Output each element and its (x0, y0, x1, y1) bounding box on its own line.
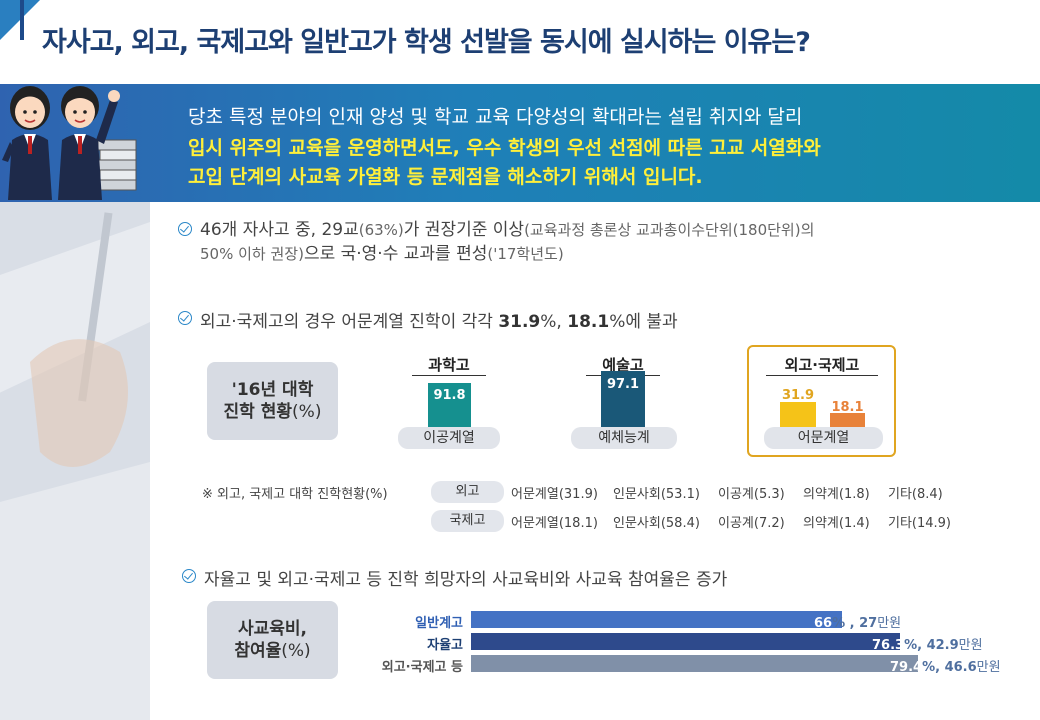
bullet1-text2: (63%) (358, 221, 404, 239)
mini-value-science: 91.8 (433, 388, 466, 403)
students-illustration (2, 86, 137, 200)
note-cell: 인문사회(53.1) (613, 487, 700, 502)
mini-value-arts: 97.1 (606, 377, 640, 392)
title-accent (20, 0, 24, 40)
note-row-type-foreign: 외고 (431, 481, 504, 503)
private-label-unit: (%) (281, 641, 311, 661)
bar-category-label: 일반계고 (415, 616, 463, 631)
mini-category-science: 이공계열 (398, 427, 500, 449)
mini-bar-foreign-lang (780, 402, 816, 428)
note-label: ※ 외고, 국제고 대학 진학현황(%) (202, 487, 388, 502)
bullet1-text6: 으로 국·영·수 교과를 편성 (303, 244, 488, 264)
note-cell: 의약계(1.8) (803, 487, 870, 502)
note-cell: 기타(14.9) (888, 516, 952, 531)
check-circle-icon (178, 311, 192, 325)
note-cell: 기타(8.4) (888, 487, 943, 502)
bullet1-text4: (교육과정 총론상 교과총이수단위(180단위)의 (524, 221, 815, 239)
mini-bar-arts (601, 371, 645, 428)
note-cell: 이공계(7.2) (718, 516, 785, 531)
admission-label-line2: 진학 현황 (223, 402, 293, 422)
note-row-type-international: 국제고 (431, 510, 504, 532)
mini-category-foreign: 어문계열 (764, 427, 883, 449)
bullet-3: 자율고 및 외고·국제고 등 진학 희망자의 사교육비와 사교육 참여율은 증가 (182, 565, 727, 590)
bar-value-label: 66% , 27만원 (814, 616, 902, 631)
banner-line-1: 당초 특정 분야의 인재 양성 및 학교 교육 다양성의 확대라는 설립 취지와… (188, 106, 803, 128)
note-cell: 의약계(1.4) (803, 516, 870, 531)
admission-label-unit: (%) (292, 402, 322, 422)
mini-bar-science (428, 383, 471, 428)
bullet2-text2: %, (540, 312, 568, 332)
private-label-line2: 참여율 (234, 641, 282, 661)
admission-label-line1: '16년 대학 (231, 379, 314, 400)
note-cell: 이공계(5.3) (718, 487, 785, 502)
bullet-2: 외고·국제고의 경우 어문계열 진학이 각각 31.9%, 18.1%에 불과 (178, 307, 678, 332)
bullet2-text1: 외고·국제고의 경우 어문계열 진학이 각각 (200, 312, 499, 332)
mini-category-arts: 예체능계 (571, 427, 677, 449)
private-label-line1: 사교육비, (237, 618, 308, 639)
bullet1-text7: ('17학년도) (487, 245, 564, 263)
bullet2-value2: 18.1 (567, 312, 610, 332)
note-cell: 인문사회(58.4) (613, 516, 700, 531)
pencil-hand-image (0, 202, 150, 720)
bullet-1: 46개 자사고 중, 29교(63%)가 권장기준 이상(교육과정 총론상 교과… (178, 218, 814, 266)
private-edu-label: 사교육비, 참여율(%) (207, 601, 338, 679)
check-circle-icon (182, 569, 196, 583)
banner-line-3: 고입 단계의 사교육 가열화 등 문제점을 해소하기 위해서 입니다. (188, 166, 703, 188)
mini-value-international: 18.1 (831, 400, 864, 415)
bullet1-text5: 50% 이하 권장) (200, 245, 304, 263)
mini-chart-title-foreign: 외고·국제고 (766, 354, 878, 376)
bar-category-label: 자율고 (427, 638, 463, 653)
note-cell: 어문계열(31.9) (511, 487, 598, 502)
bar-value-label: 79.4%, 46.6만원 (890, 660, 1001, 675)
mini-value-foreign-lang: 31.9 (781, 388, 815, 403)
summary-banner: 당초 특정 분야의 인재 양성 및 학교 교육 다양성의 확대라는 설립 취지와… (0, 84, 1040, 202)
bar (471, 611, 842, 628)
highlight-box-foreign (747, 345, 896, 457)
admission-label: '16년 대학 진학 현황(%) (207, 362, 338, 440)
bullet2-value1: 31.9 (498, 312, 541, 332)
note-cell: 어문계열(18.1) (511, 516, 598, 531)
mini-chart-title-science: 과학고 (412, 354, 486, 376)
bullet1-text1: 46개 자사고 중, 29교 (200, 220, 359, 240)
bar (471, 655, 918, 672)
banner-line-2: 입시 위주의 교육을 운영하면서도, 우수 학생의 우선 선점에 따른 고교 서… (188, 137, 821, 159)
bullet3-text: 자율고 및 외고·국제고 등 진학 희망자의 사교육비와 사교육 참여율은 증가 (204, 570, 728, 590)
page-title: 자사고, 외고, 국제고와 일반고가 학생 선발을 동시에 실시하는 이유는? (42, 27, 811, 58)
side-photo (0, 202, 150, 720)
bar (471, 633, 900, 650)
mini-bar-international (830, 413, 865, 428)
check-circle-icon (178, 222, 192, 236)
bullet1-text3: 가 권장기준 이상 (403, 220, 525, 240)
bar-value-label: 76.3%, 42.9만원 (872, 638, 983, 653)
title-bar: 자사고, 외고, 국제고와 일반고가 학생 선발을 동시에 실시하는 이유는? (0, 0, 1040, 84)
bar-category-label: 외고·국제고 등 (381, 660, 463, 675)
bullet2-text3: %에 불과 (609, 312, 678, 332)
